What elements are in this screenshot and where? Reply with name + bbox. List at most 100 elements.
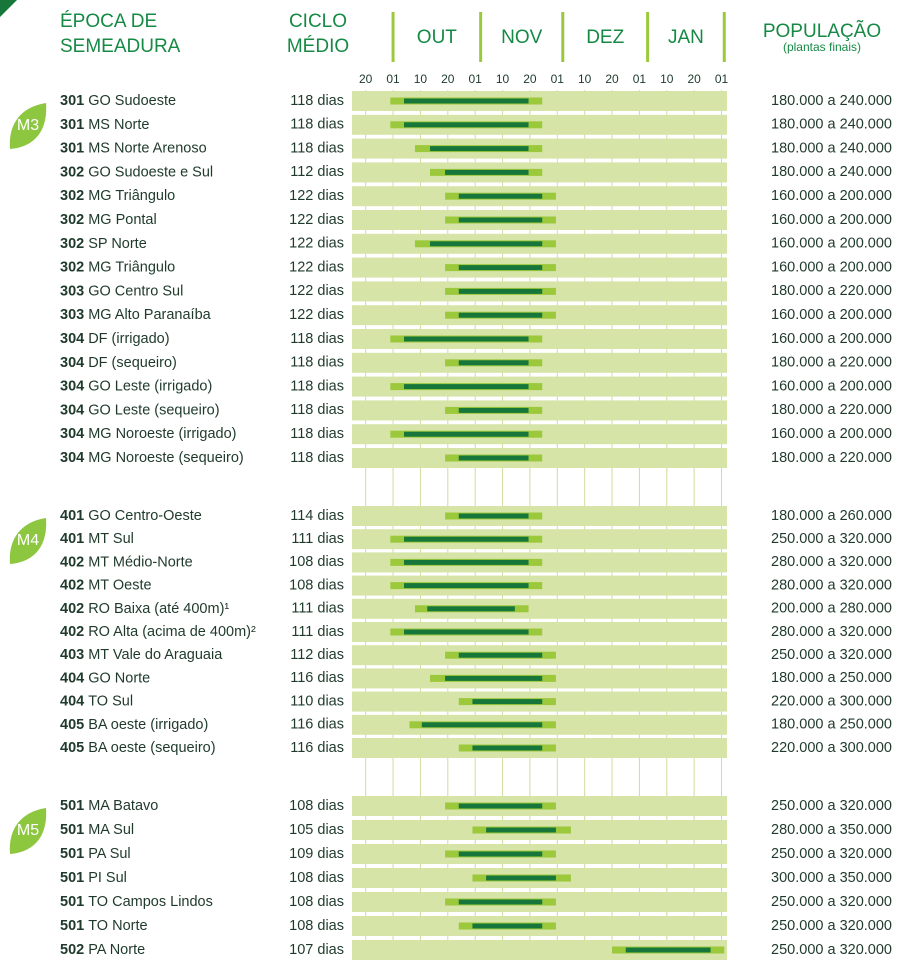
- window-core: [458, 193, 543, 199]
- variety-code: 404: [60, 693, 84, 709]
- row-label: 304 GO Leste (irrigado): [60, 378, 212, 394]
- cycle: 107 dias: [289, 942, 344, 958]
- population: 160.000 a 200.000: [771, 212, 892, 228]
- x-tick-label: 20: [441, 72, 455, 86]
- variety-code: 301: [60, 140, 84, 156]
- cycle: 118 dias: [290, 402, 344, 418]
- row-label: 404 GO Norte: [60, 670, 150, 686]
- population: 250.000 a 320.000: [771, 846, 892, 862]
- population: 300.000 a 350.000: [771, 870, 892, 886]
- region: PI Sul: [88, 870, 127, 886]
- row-label: 302 GO Sudoeste e Sul: [60, 164, 213, 180]
- header-epoca: SEMEADURA: [60, 36, 181, 57]
- row-label: 404 TO Sul: [60, 693, 133, 709]
- region: MA Sul: [88, 822, 134, 838]
- region: MT Sul: [88, 531, 134, 547]
- cycle: 105 dias: [289, 822, 344, 838]
- region: TO Campos Lindos: [88, 894, 213, 910]
- window-core: [486, 827, 556, 833]
- row-label: 402 MT Médio-Norte: [60, 554, 193, 570]
- row-label: 302 SP Norte: [60, 236, 147, 252]
- population: 200.000 a 280.000: [771, 601, 892, 617]
- variety-code: 304: [60, 450, 84, 466]
- variety-code: 302: [60, 188, 84, 204]
- row-label: 402 RO Baixa (até 400m)¹: [60, 601, 229, 617]
- population: 160.000 a 200.000: [771, 426, 892, 442]
- region: GO Sudoeste e Sul: [88, 164, 213, 180]
- cycle: 116 dias: [290, 670, 344, 686]
- region: TO Norte: [88, 918, 147, 934]
- window-core: [458, 899, 543, 905]
- variety-code: 304: [60, 331, 84, 347]
- x-tick-label: 10: [660, 72, 674, 86]
- window-core: [404, 559, 529, 565]
- window-core: [404, 98, 529, 104]
- x-tick-label: 20: [359, 72, 373, 86]
- window-core: [445, 169, 529, 175]
- cycle: 114 dias: [290, 508, 344, 524]
- variety-code: 501: [60, 918, 84, 934]
- variety-code: 402: [60, 601, 84, 617]
- population: 180.000 a 220.000: [771, 355, 892, 371]
- row-label: 405 BA oeste (irrigado): [60, 717, 208, 733]
- row-label: 302 MG Pontal: [60, 212, 157, 228]
- region: MS Norte Arenoso: [88, 140, 206, 156]
- row-label: 304 MG Noroeste (irrigado): [60, 426, 236, 442]
- population: 280.000 a 320.000: [771, 624, 892, 640]
- x-tick-label: 10: [414, 72, 428, 86]
- cycle: 118 dias: [290, 93, 344, 109]
- x-tick-label: 01: [468, 72, 482, 86]
- population: 180.000 a 220.000: [771, 402, 892, 418]
- row-label: 403 MT Vale do Araguaia: [60, 647, 223, 663]
- window-core: [404, 536, 529, 542]
- group-label: M3: [17, 117, 39, 134]
- row-label: 501 MA Batavo: [60, 798, 158, 814]
- population: 280.000 a 320.000: [771, 554, 892, 570]
- window-core: [421, 722, 543, 728]
- population: 220.000 a 300.000: [771, 693, 892, 709]
- variety-code: 303: [60, 283, 84, 299]
- region: MT Oeste: [88, 577, 151, 593]
- cycle: 108 dias: [289, 577, 344, 593]
- window-core: [458, 803, 543, 809]
- row-label: 301 GO Sudoeste: [60, 93, 176, 109]
- x-tick-label: 01: [633, 72, 647, 86]
- row-label: 402 MT Oeste: [60, 577, 152, 593]
- x-tick-label: 20: [605, 72, 619, 86]
- cycle: 111 dias: [291, 531, 344, 547]
- window-core: [404, 583, 529, 589]
- population: 160.000 a 200.000: [771, 236, 892, 252]
- window-core: [430, 146, 529, 152]
- population: 250.000 a 320.000: [771, 647, 892, 663]
- population: 180.000 a 250.000: [771, 717, 892, 733]
- region: MG Pontal: [88, 212, 157, 228]
- row-label: 501 MA Sul: [60, 822, 134, 838]
- population: 180.000 a 240.000: [771, 117, 892, 133]
- row-background: [352, 940, 727, 960]
- cycle: 108 dias: [289, 798, 344, 814]
- cycle: 111 dias: [291, 624, 344, 640]
- row-label: 405 BA oeste (sequeiro): [60, 740, 216, 756]
- header-ciclo: CICLO: [289, 11, 347, 32]
- region: RO Baixa (até 400m)¹: [88, 601, 229, 617]
- cycle: 108 dias: [289, 870, 344, 886]
- row-label: 302 MG Triângulo: [60, 259, 175, 275]
- row-label: 303 MG Alto Paranaíba: [60, 307, 212, 323]
- region: MT Vale do Araguaia: [88, 647, 223, 663]
- window-core: [458, 455, 529, 461]
- row-label: 304 GO Leste (sequeiro): [60, 402, 220, 418]
- population: 250.000 a 320.000: [771, 531, 892, 547]
- variety-code: 303: [60, 307, 84, 323]
- region: GO Centro Sul: [88, 283, 183, 299]
- cycle: 116 dias: [290, 717, 344, 733]
- header-populacao: POPULAÇÃO: [763, 20, 881, 42]
- cycle: 108 dias: [289, 918, 344, 934]
- variety-code: 302: [60, 259, 84, 275]
- variety-code: 402: [60, 624, 84, 640]
- row-background: [352, 598, 727, 619]
- group-leaf: [9, 518, 47, 564]
- x-tick-label: 01: [551, 72, 565, 86]
- x-tick-label: 10: [578, 72, 592, 86]
- cycle: 118 dias: [290, 426, 344, 442]
